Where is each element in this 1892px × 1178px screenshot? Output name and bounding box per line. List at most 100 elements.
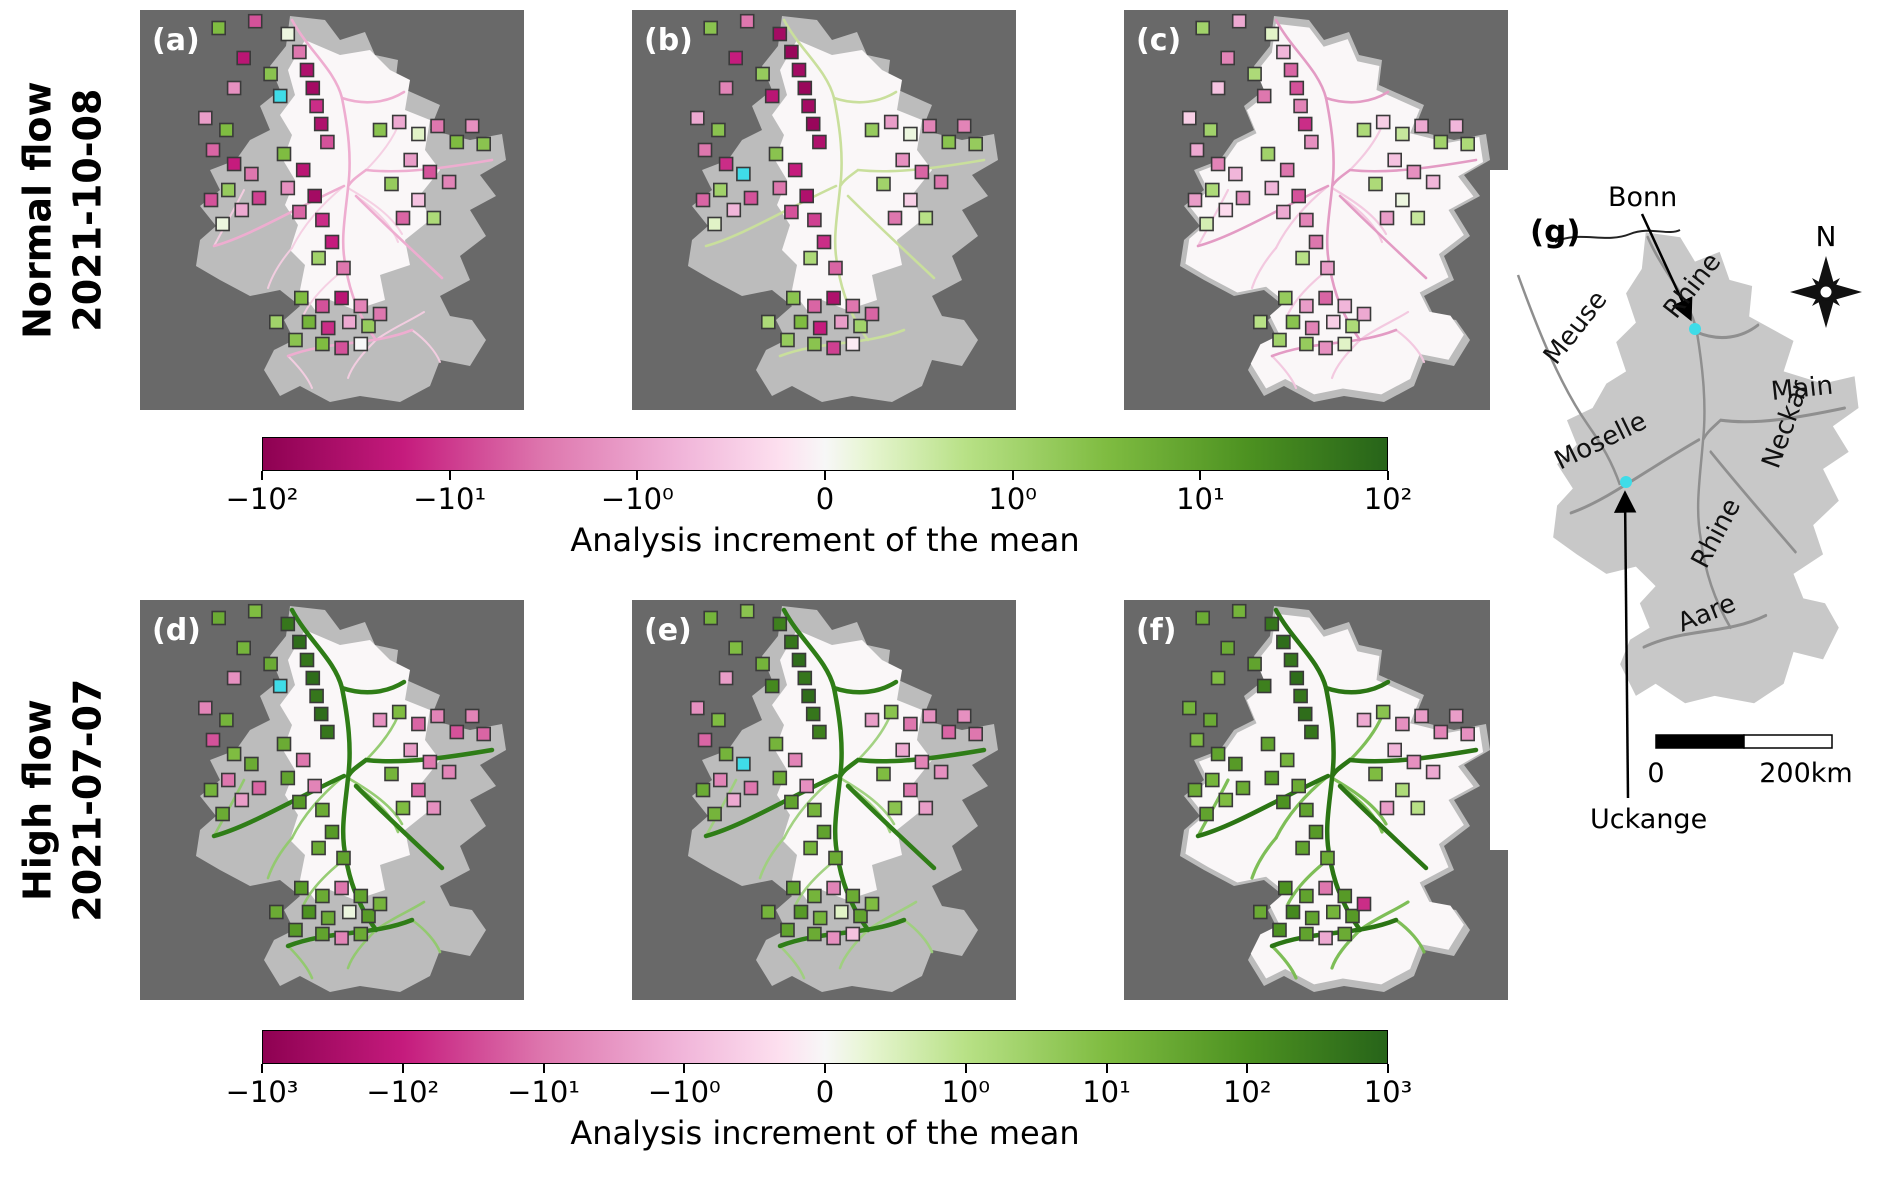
station-marker <box>299 62 315 78</box>
station-marker <box>1247 656 1262 672</box>
station-marker <box>1387 152 1403 168</box>
station-marker <box>1425 174 1441 190</box>
station-marker <box>1299 888 1314 904</box>
station-marker <box>1395 782 1410 798</box>
row-title: High flow <box>15 699 60 901</box>
river-line <box>212 184 346 248</box>
station-marker <box>845 926 861 942</box>
river-line <box>340 90 406 104</box>
river-line <box>1270 944 1298 980</box>
highlighted-station-marker <box>272 88 288 104</box>
station-marker <box>1283 62 1299 78</box>
station-marker <box>1320 850 1335 866</box>
station-marker <box>728 50 743 66</box>
station-marker <box>1247 66 1262 82</box>
river-line <box>411 329 441 363</box>
river-line <box>782 18 870 342</box>
river-line <box>1331 158 1478 187</box>
station-marker <box>244 166 259 182</box>
station-marker <box>755 656 770 672</box>
station-marker <box>1203 712 1218 728</box>
colorbar-tickmark <box>1105 1064 1108 1073</box>
station-marker <box>828 850 843 866</box>
bonn-dot <box>1689 323 1701 335</box>
station-marker <box>761 314 776 330</box>
station-marker <box>203 192 219 208</box>
station-marker <box>799 188 814 204</box>
station-marker <box>807 802 822 818</box>
stations-layer <box>197 603 492 946</box>
river-line <box>1330 747 1479 778</box>
station-marker <box>834 904 849 920</box>
station-marker <box>786 290 801 306</box>
station-marker <box>315 802 330 818</box>
scalebar-white-segment <box>1743 734 1833 749</box>
station-marker <box>1297 116 1313 132</box>
station-marker <box>1304 724 1319 740</box>
station-marker <box>780 922 795 938</box>
station-marker <box>197 110 213 126</box>
station-marker <box>689 700 705 716</box>
station-marker <box>269 314 284 330</box>
station-marker <box>807 336 822 352</box>
map-svg-b: (b) <box>632 10 1016 410</box>
river-line <box>347 187 403 235</box>
station-marker <box>1199 216 1214 232</box>
station-marker <box>315 888 330 904</box>
station-marker <box>845 888 861 904</box>
highlighted-station-marker <box>736 166 751 182</box>
station-marker <box>299 652 315 668</box>
uckange-arrow <box>1613 490 1637 799</box>
river-line <box>1324 90 1390 104</box>
river-line <box>704 778 738 838</box>
river-line <box>831 679 899 695</box>
river-line <box>777 917 907 949</box>
station-marker <box>922 118 937 134</box>
station-marker <box>1414 118 1429 134</box>
station-marker <box>276 146 292 162</box>
station-marker <box>1425 764 1441 780</box>
station-marker <box>1326 314 1341 330</box>
station-marker <box>449 134 465 150</box>
river-line <box>212 778 246 838</box>
map-panel-c: (c) <box>1124 10 1508 410</box>
station-marker <box>1295 840 1310 856</box>
station-marker <box>1210 670 1226 686</box>
station-marker <box>236 50 251 66</box>
inset-map: (g) Bonn Uckange N 0 200km RhineMeuseMos… <box>1490 170 1892 850</box>
station-marker <box>1318 290 1333 306</box>
river-line <box>291 185 345 249</box>
station-marker <box>801 688 816 704</box>
station-marker <box>320 320 336 336</box>
station-marker <box>803 840 818 856</box>
station-marker <box>384 176 399 192</box>
panel-label: (f) <box>1136 613 1176 648</box>
station-marker <box>895 152 911 168</box>
station-marker <box>219 122 234 138</box>
station-marker <box>1337 336 1353 352</box>
river-line <box>346 928 378 970</box>
panel-label: (b) <box>644 23 693 58</box>
station-marker <box>772 180 788 196</box>
station-marker <box>305 80 321 96</box>
station-marker <box>313 116 329 132</box>
river-line <box>346 747 495 778</box>
station-marker <box>288 922 303 938</box>
station-marker <box>1368 176 1383 192</box>
station-marker <box>1220 640 1235 656</box>
station-marker <box>1356 122 1372 138</box>
station-marker <box>768 146 784 162</box>
station-marker <box>1272 332 1287 348</box>
station-marker <box>426 800 442 816</box>
station-marker <box>703 20 718 36</box>
station-marker <box>853 318 868 334</box>
station-marker <box>799 778 814 794</box>
station-marker <box>263 656 278 672</box>
station-marker <box>914 164 930 180</box>
compass-rose-icon <box>1790 256 1862 328</box>
station-marker <box>764 678 780 694</box>
station-marker <box>807 926 822 942</box>
river-line <box>290 18 378 342</box>
station-marker <box>1283 652 1299 668</box>
